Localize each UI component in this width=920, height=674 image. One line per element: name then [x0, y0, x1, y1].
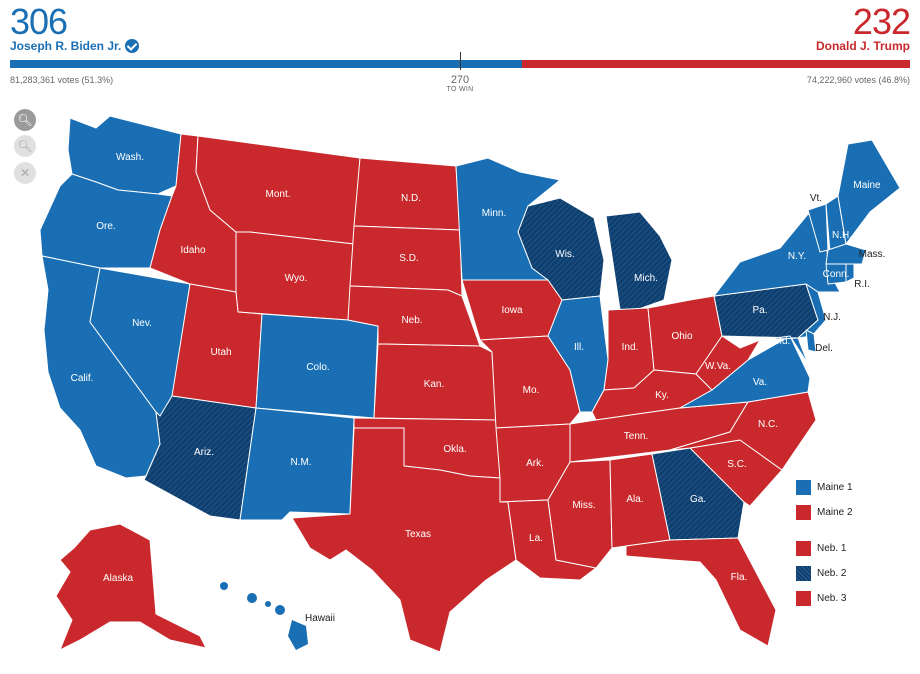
state-labels: Wash. Ore. Calif. Nev. Idaho Mont. Wyo. …	[71, 152, 886, 624]
label-ri: R.I.	[854, 279, 870, 290]
label-kan: Kan.	[424, 379, 445, 390]
legend-swatch	[796, 505, 811, 520]
trump-name: Donald J. Trump	[815, 39, 910, 53]
to-win-number: 270	[450, 74, 470, 86]
label-minn: Minn.	[482, 208, 506, 219]
zoom-out-button[interactable]: 🔍︎	[14, 135, 36, 157]
biden-popular-votes: 81,283,361 votes (51.3%)	[10, 75, 114, 85]
label-mo: Mo.	[523, 385, 540, 396]
legend-swatch	[796, 591, 811, 606]
to-win-text: TO WIN	[446, 86, 474, 93]
label-mich: Mich.	[634, 273, 658, 284]
legend-item: Neb. 1	[796, 541, 846, 556]
label-nm: N.M.	[290, 457, 311, 468]
state-texas[interactable]	[291, 427, 517, 653]
label-ga: Ga.	[690, 494, 706, 505]
legend-label: Maine 2	[817, 507, 853, 518]
legend-item: Maine 2	[796, 505, 853, 520]
zoom-in-icon: 🔍︎	[17, 113, 33, 127]
label-sc: S.C.	[727, 459, 746, 470]
label-conn: Conn.	[823, 269, 850, 280]
trump-popular-votes: 74,222,960 votes (46.8%)	[806, 75, 910, 85]
winner-check-icon	[125, 39, 140, 53]
state-mass[interactable]	[825, 243, 867, 265]
legend-label: Neb. 1	[817, 543, 847, 554]
label-ny: N.Y.	[788, 251, 806, 262]
state-ariz[interactable]	[143, 395, 257, 521]
label-hawaii: Hawaii	[305, 613, 335, 624]
state-hawaii[interactable]	[220, 582, 308, 650]
biden-electoral-votes: 306	[10, 1, 68, 42]
label-ala: Ala.	[626, 494, 643, 505]
state-md[interactable]	[759, 335, 809, 365]
label-iowa: Iowa	[501, 305, 523, 316]
label-wis: Wis.	[555, 249, 574, 260]
label-ind: Ind.	[622, 342, 639, 353]
label-mont: Mont.	[265, 189, 290, 200]
zoom-in-button[interactable]: 🔍︎	[14, 109, 36, 131]
label-idaho: Idaho	[180, 245, 205, 256]
label-vt: Vt.	[810, 193, 822, 204]
state-fla[interactable]	[625, 537, 777, 647]
label-wash: Wash.	[116, 152, 144, 163]
label-maine: Maine	[853, 180, 881, 191]
legend-item: Neb. 2	[796, 566, 846, 581]
label-nc: N.C.	[758, 419, 778, 430]
label-del: Del.	[815, 343, 833, 354]
close-icon: ✕	[19, 166, 31, 180]
legend-swatch	[796, 541, 811, 556]
label-alaska: Alaska	[103, 573, 133, 584]
label-fla: Fla.	[731, 572, 748, 583]
legend-item: Neb. 3	[796, 591, 846, 606]
label-nj: N.J.	[823, 312, 841, 323]
label-colo: Colo.	[306, 362, 329, 373]
label-neb: Neb.	[401, 315, 422, 326]
legend-swatch	[796, 480, 811, 495]
legend-label: Neb. 3	[817, 593, 847, 604]
label-ore: Ore.	[96, 221, 115, 232]
label-nd: N.D.	[401, 193, 421, 204]
label-ark: Ark.	[526, 458, 544, 469]
label-wva: W.Va.	[705, 361, 731, 372]
label-wyo: Wyo.	[285, 273, 308, 284]
label-calif: Calif.	[71, 373, 94, 384]
state-maine[interactable]	[837, 139, 901, 245]
state-del[interactable]	[805, 329, 817, 353]
label-ohio: Ohio	[671, 331, 693, 342]
label-sd: S.D.	[399, 253, 418, 264]
trump-electoral-votes: 232	[852, 1, 911, 42]
legend-label: Neb. 2	[817, 568, 847, 579]
label-ariz: Ariz.	[194, 447, 214, 458]
label-utah: Utah	[210, 347, 231, 358]
state-ri[interactable]	[845, 263, 855, 283]
biden-name-label: Joseph R. Biden Jr.	[10, 39, 122, 53]
to-win-label: 270 TO WIN	[430, 74, 490, 93]
legend-label: Maine 1	[817, 482, 853, 493]
label-md: Md.	[774, 336, 791, 347]
zoom-out-icon: 🔍︎	[17, 139, 33, 153]
label-tenn: Tenn.	[624, 431, 648, 442]
label-texas: Texas	[405, 529, 431, 540]
label-nh: N.H.	[832, 230, 852, 241]
label-miss: Miss.	[572, 500, 595, 511]
label-pa: Pa.	[752, 305, 767, 316]
results-header: 306 Joseph R. Biden Jr. 232 Donald J. Tr…	[0, 0, 920, 100]
states	[39, 115, 901, 653]
label-okla: Okla.	[443, 444, 466, 455]
label-nev: Nev.	[132, 318, 152, 329]
label-ky: Ky.	[655, 390, 669, 401]
label-mass: Mass.	[859, 249, 886, 260]
label-va: Va.	[753, 377, 767, 388]
state-mich[interactable]	[605, 211, 673, 311]
label-ill: Ill.	[574, 342, 584, 353]
state-alaska[interactable]	[55, 523, 207, 651]
legend-item: Maine 1	[796, 480, 853, 495]
biden-name: Joseph R. Biden Jr.	[10, 39, 140, 53]
legend-swatch	[796, 566, 811, 581]
label-la: La.	[529, 533, 543, 544]
biden-bar-fill	[10, 60, 522, 68]
to-win-marker	[460, 52, 461, 70]
reset-button[interactable]: ✕	[14, 162, 36, 184]
